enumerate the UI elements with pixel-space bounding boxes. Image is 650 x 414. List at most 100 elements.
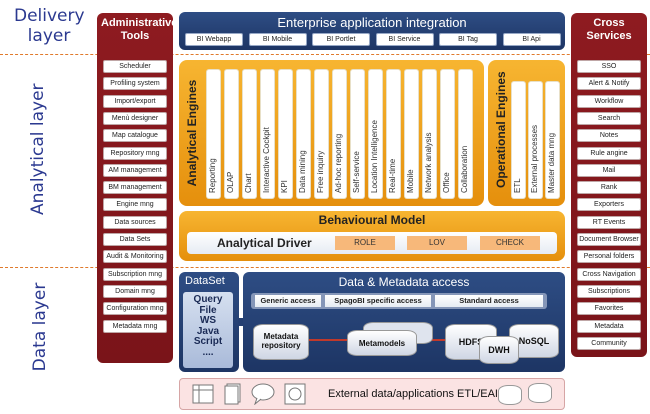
- cross-service-item: Subscriptions: [577, 284, 641, 298]
- cross-service-item: Exporters: [577, 198, 641, 212]
- admin-item: AM management: [103, 163, 167, 177]
- admin-item: Engine mng: [103, 198, 167, 212]
- behavioural-model-panel: Behavioural Model Analytical Driver ROLE…: [179, 211, 565, 261]
- metamodels-label: Metamodels: [358, 339, 406, 348]
- engine-label: OLAP: [226, 171, 235, 193]
- cross-service-item: Rank: [577, 181, 641, 195]
- engine-label: Data mining: [298, 150, 307, 193]
- cross-service-item: Mail: [577, 163, 641, 177]
- spagobi-access: SpagoBI specific access: [325, 295, 431, 307]
- dataset-sources: Query File WS Java Script ....: [183, 292, 233, 368]
- analytical-driver-bar: Analytical Driver ROLE LOV CHECK: [187, 232, 557, 254]
- delivery-layer-label: Delivery layer: [14, 6, 85, 46]
- engine-label: Reporting: [208, 158, 217, 193]
- dataset-ws: WS: [199, 315, 217, 326]
- engine-label: KPI: [280, 180, 289, 193]
- engine-bar: [207, 70, 220, 198]
- cross-service-item: Favorites: [577, 302, 641, 316]
- divider-data: [0, 267, 650, 268]
- dwh-store: DWH: [479, 336, 519, 364]
- divider-delivery: [0, 54, 650, 55]
- cross-services-panel: Cross Services SSO Alert & Notify Workflow…: [571, 13, 647, 357]
- tag-lov: LOV: [407, 236, 467, 250]
- operational-bar: [529, 82, 542, 198]
- admin-item: Data Sets: [103, 233, 167, 246]
- dataset-title: DataSet: [185, 275, 225, 287]
- dataset-script: Script: [193, 336, 223, 347]
- dataset-more: ....: [202, 346, 214, 358]
- delivery-layer-text: Delivery layer: [14, 6, 85, 46]
- dwh-label: DWH: [488, 345, 510, 355]
- eai-item: BI Api: [502, 33, 561, 46]
- engine-bar: [279, 70, 292, 198]
- generic-access: Generic access: [255, 295, 321, 307]
- engine-bar: [459, 70, 472, 198]
- external-data-title: External data/applications ETL/EAI: [328, 388, 498, 400]
- cross-service-item: SSO: [577, 60, 641, 73]
- admin-item: Data sources: [103, 215, 167, 229]
- cross-service-item: Workflow: [577, 94, 641, 108]
- eai-item: BI Webapp: [185, 33, 243, 46]
- dataset-java: Java: [196, 325, 220, 337]
- cross-service-item: Personal folders: [577, 250, 641, 264]
- operational-engines-title: Operational Engines: [494, 71, 508, 188]
- admin-tools-panel: Administrative Tools Scheduler Profiling …: [97, 13, 178, 363]
- cross-services-title: Cross Services: [586, 17, 632, 42]
- engine-bar: [387, 70, 400, 198]
- engine-label: Chart: [244, 173, 253, 193]
- admin-tools-title: Administrative Tools: [101, 17, 178, 42]
- cross-service-item: Document Browser: [577, 233, 641, 246]
- admin-item: Domain mng: [103, 284, 167, 298]
- hdfs-label: HDFS: [458, 337, 484, 347]
- engine-bar: [423, 70, 436, 198]
- metadata-repository-store: Metadata repository: [253, 324, 309, 360]
- operational-label: External processes: [530, 124, 539, 193]
- analytical-driver-label: Analytical Driver: [217, 236, 312, 250]
- operational-engines-panel: Operational Engines ETL External processe…: [488, 60, 565, 206]
- document-icon: [224, 383, 241, 405]
- tag-role: ROLE: [335, 236, 395, 250]
- engine-label: Ad-hoc reporting: [334, 133, 343, 193]
- operational-bar: [512, 82, 525, 198]
- dataset-file: File: [199, 304, 217, 316]
- analytical-engines-title: Analytical Engines: [185, 79, 199, 187]
- cross-service-item: Alert & Notify: [577, 77, 641, 91]
- engine-label: Interactive Cockpit: [262, 127, 271, 193]
- table-icon: [192, 384, 214, 404]
- admin-item: Menù designer: [103, 111, 167, 125]
- engine-bar: [315, 70, 328, 198]
- engine-bar: [225, 70, 238, 198]
- admin-item: Import/export: [103, 94, 167, 108]
- engine-bar: [243, 70, 256, 198]
- engine-label: Location Intelligence: [370, 120, 379, 193]
- nosql-label: NoSQL: [518, 336, 550, 346]
- admin-item: Map catalogue: [103, 129, 167, 143]
- eai-item: BI Mobile: [248, 33, 307, 46]
- dataset-panel: DataSet Query File WS Java Script ....: [179, 272, 239, 372]
- cross-service-item: Notes: [577, 129, 641, 143]
- analytical-layer-label: Analytical layer: [28, 83, 48, 215]
- cross-service-item: Rule angine: [577, 146, 641, 160]
- engine-bar: [369, 70, 382, 198]
- data-metadata-title: Data & Metadata access: [338, 275, 470, 289]
- analytical-engines-panel: Analytical Engines Reporting OLAP Chart Int…: [179, 60, 484, 206]
- engine-bar: [297, 70, 310, 198]
- admin-item: Configuration mng: [103, 302, 167, 316]
- external-data-panel: External data/applications ETL/EAI: [179, 378, 565, 410]
- operational-label: Master data mng: [547, 132, 556, 193]
- metadata-repository-label: Metadata repository: [261, 332, 301, 350]
- engine-label: Free inquiry: [316, 150, 325, 193]
- chat-icon: [251, 383, 275, 405]
- standard-access: Standard access: [435, 295, 543, 307]
- eai-item: BI Service: [375, 33, 434, 46]
- admin-item: Audit & Monitoring: [103, 250, 167, 264]
- engine-bar: [441, 70, 454, 198]
- metamodels-store: Metamodels: [347, 330, 417, 356]
- admin-item: BM management: [103, 181, 167, 195]
- engine-label: Collaboration: [460, 145, 469, 193]
- eai-panel: Enterprise application integration BI We…: [179, 12, 565, 50]
- tag-check: CHECK: [480, 236, 540, 250]
- eai-item: BI Portlet: [312, 33, 370, 46]
- engine-label: Self-service: [352, 151, 361, 193]
- admin-item: Subscription mng: [103, 267, 167, 281]
